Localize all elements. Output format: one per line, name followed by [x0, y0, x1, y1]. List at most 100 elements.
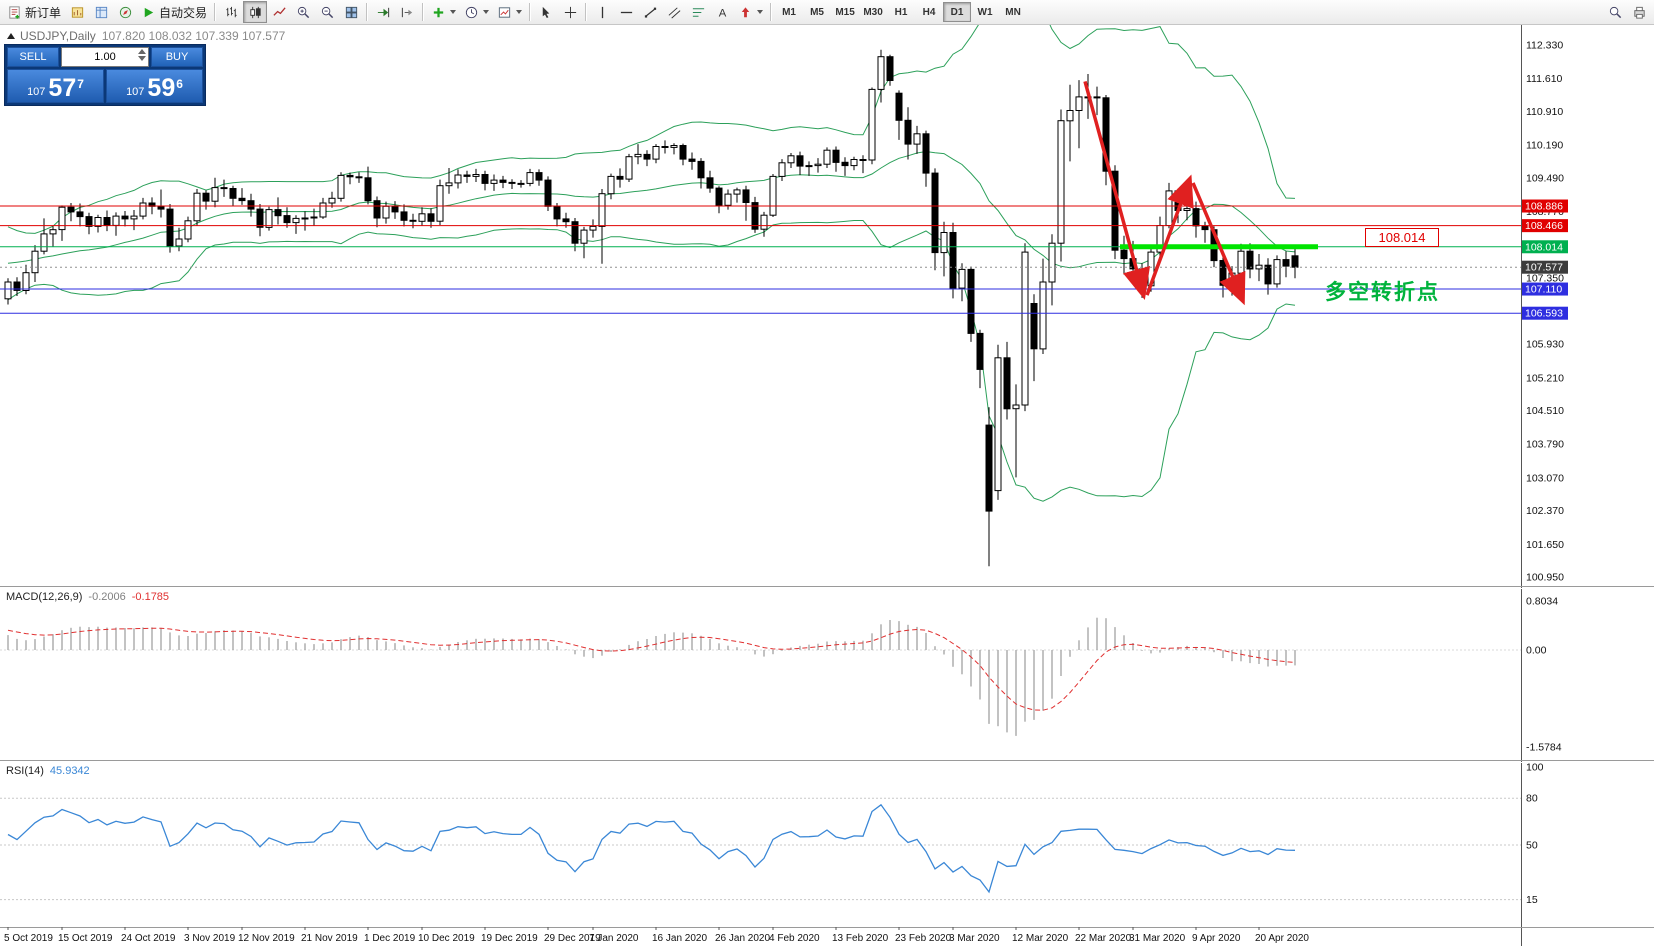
market-watch-icon — [95, 6, 107, 18]
sell-button[interactable]: SELL — [7, 47, 59, 67]
cursor-icon — [542, 6, 549, 18]
svg-text:31 Mar 2020: 31 Mar 2020 — [1129, 933, 1186, 944]
line-chart-icon — [272, 6, 286, 16]
zoom-in-icon — [297, 6, 309, 18]
navigator-button[interactable] — [113, 1, 137, 23]
svg-text:0.00: 0.00 — [1526, 645, 1547, 657]
periods-clock-icon — [465, 6, 478, 18]
timeframe-m1-button[interactable]: M1 — [775, 2, 803, 22]
sell-price-button[interactable]: 107 57 7 — [7, 69, 104, 103]
text-tool-icon: A — [718, 7, 726, 19]
svg-text:12 Mar 2020: 12 Mar 2020 — [1012, 933, 1069, 944]
timeframe-h1-button[interactable]: H1 — [887, 2, 915, 22]
autotrading-button[interactable]: 自动交易 — [137, 1, 211, 23]
arrows-tool-button[interactable] — [734, 1, 767, 23]
chart-canvas[interactable]: 112.330111.610110.910110.190109.490108.7… — [0, 25, 1654, 946]
autotrading-label: 自动交易 — [159, 5, 208, 20]
horizontal-line-button[interactable] — [614, 1, 638, 23]
timeframe-w1-button[interactable]: W1 — [971, 2, 999, 22]
timeframe-m30-button[interactable]: M30 — [859, 2, 887, 22]
candlestick-chart-icon — [249, 6, 261, 18]
timeframe-h4-button[interactable]: H4 — [915, 2, 943, 22]
svg-text:16 Jan 2020: 16 Jan 2020 — [652, 933, 707, 944]
timeframe-m15-button[interactable]: M15 — [831, 2, 859, 22]
buy-button[interactable]: BUY — [151, 47, 203, 67]
svg-text:111.610: 111.610 — [1526, 73, 1563, 85]
bar-chart-button[interactable] — [219, 1, 243, 23]
market-watch-button[interactable] — [89, 1, 113, 23]
search-button[interactable] — [1603, 1, 1627, 23]
profiles-button[interactable] — [65, 1, 89, 23]
svg-text:109.490: 109.490 — [1526, 172, 1564, 184]
line-chart-button[interactable] — [267, 1, 291, 23]
crosshair-icon — [564, 6, 576, 18]
fibonacci-button[interactable] — [686, 1, 710, 23]
svg-text:24 Oct 2019: 24 Oct 2019 — [121, 933, 176, 944]
channel-button[interactable] — [662, 1, 686, 23]
toolbar-separator — [366, 3, 369, 21]
toolbar-separator — [214, 3, 217, 21]
buy-price-button[interactable]: 107 59 6 — [106, 69, 203, 103]
toolbar-separator — [422, 3, 425, 21]
one-click-trading-panel: SELL 1.00 BUY 107 57 7 107 59 6 — [4, 44, 206, 106]
print-button[interactable] — [1627, 1, 1651, 23]
svg-text:80: 80 — [1526, 793, 1538, 805]
crosshair-button[interactable] — [558, 1, 582, 23]
svg-text:19 Dec 2019: 19 Dec 2019 — [481, 933, 538, 944]
timeframe-mn-button[interactable]: MN — [999, 2, 1027, 22]
auto-scroll-button[interactable] — [371, 1, 395, 23]
volume-value: 1.00 — [94, 51, 116, 63]
new-order-button[interactable]: 新订单 — [3, 1, 65, 23]
macd-name: MACD(12,26,9) — [6, 591, 83, 603]
bid-price-point: 7 — [77, 77, 84, 91]
svg-text:105.930: 105.930 — [1526, 339, 1564, 351]
svg-text:100.950: 100.950 — [1526, 572, 1564, 584]
svg-text:100: 100 — [1526, 762, 1544, 774]
text-tool-button[interactable]: A — [710, 1, 734, 23]
periods-button[interactable] — [460, 1, 493, 23]
bar-chart-icon — [225, 6, 237, 17]
svg-text:110.190: 110.190 — [1526, 140, 1563, 152]
indicators-button[interactable] — [427, 1, 460, 23]
svg-text:112.330: 112.330 — [1526, 40, 1563, 52]
templates-icon — [498, 6, 511, 18]
templates-button[interactable] — [493, 1, 526, 23]
cursor-button[interactable] — [534, 1, 558, 23]
rsi-name: RSI(14) — [6, 765, 44, 777]
zoom-out-button[interactable] — [315, 1, 339, 23]
macd-signal-value: -0.1785 — [131, 591, 170, 603]
svg-text:107.350: 107.350 — [1526, 272, 1564, 284]
volume-down-button[interactable] — [138, 56, 146, 61]
horizontal-line-icon — [620, 11, 632, 13]
macd-indicator-label: MACD(12,26,9) -0.2006 -0.1785 — [6, 591, 169, 603]
svg-text:107.577: 107.577 — [1525, 262, 1563, 274]
navigator-icon — [119, 6, 131, 18]
chart-shift-button[interactable] — [395, 1, 419, 23]
timeframe-d1-button[interactable]: D1 — [943, 2, 972, 22]
vertical-line-button[interactable] — [590, 1, 614, 23]
indicators-plus-icon — [433, 7, 444, 17]
zoom-in-button[interactable] — [291, 1, 315, 23]
profiles-icon — [71, 6, 83, 18]
svg-text:10 Dec 2019: 10 Dec 2019 — [418, 933, 475, 944]
turning-point-annotation[interactable]: 多空转折点 — [1325, 281, 1440, 304]
trendline-button[interactable] — [638, 1, 662, 23]
svg-text:26 Jan 2020: 26 Jan 2020 — [715, 933, 770, 944]
price-callout-108014[interactable]: 108.014 — [1365, 228, 1439, 247]
candlestick-chart-button[interactable] — [243, 1, 268, 23]
one-click-panel-toggle-icon[interactable] — [7, 33, 15, 39]
tile-windows-button[interactable] — [339, 1, 363, 23]
volume-up-button[interactable] — [138, 49, 146, 54]
svg-text:3 Nov 2019: 3 Nov 2019 — [184, 933, 236, 944]
svg-text:21 Nov 2019: 21 Nov 2019 — [301, 933, 358, 944]
print-icon — [1633, 6, 1645, 19]
svg-text:0.8034: 0.8034 — [1526, 595, 1558, 607]
vertical-line-icon — [601, 6, 603, 18]
svg-text:7 Jan 2020: 7 Jan 2020 — [589, 933, 639, 944]
trendline-icon — [644, 7, 656, 18]
timeframe-m5-button[interactable]: M5 — [803, 2, 831, 22]
svg-text:29 Dec 2019: 29 Dec 2019 — [544, 933, 601, 944]
volume-input[interactable]: 1.00 — [61, 47, 149, 67]
equidistant-channel-icon — [668, 6, 680, 18]
zoom-out-icon — [321, 6, 333, 18]
